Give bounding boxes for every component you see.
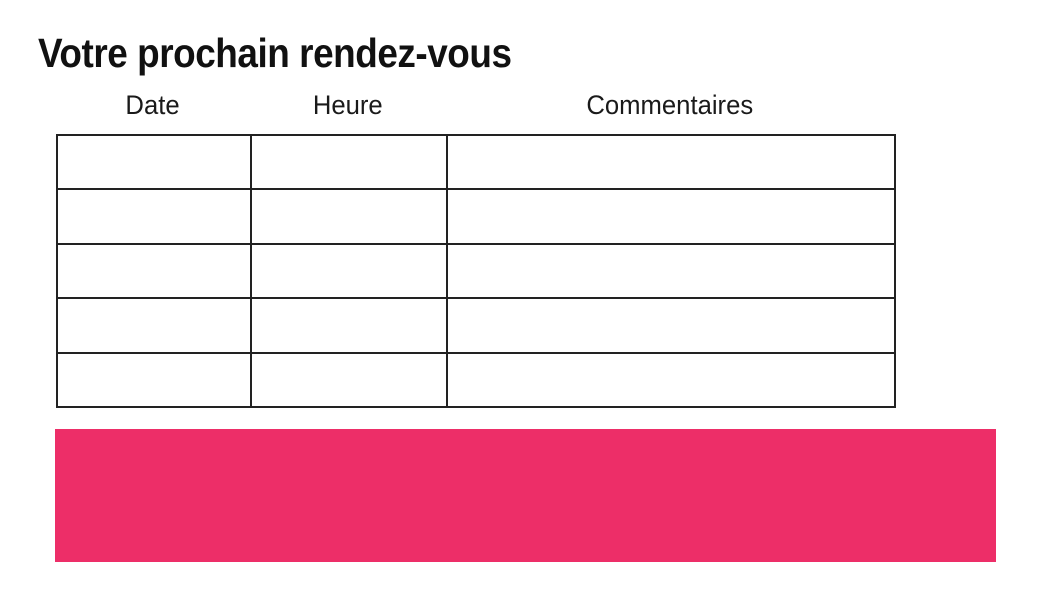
table-row bbox=[56, 188, 896, 245]
table-cell-empty bbox=[56, 133, 252, 191]
column-header-commentaires: Commentaires bbox=[446, 90, 894, 121]
table-header-row: Date Heure Commentaires bbox=[56, 90, 894, 121]
table-cell-empty bbox=[446, 242, 896, 300]
table-cell-empty bbox=[250, 133, 448, 191]
table-cell-empty bbox=[446, 297, 896, 354]
column-header-date-label: Date bbox=[125, 90, 181, 120]
table-cell-empty bbox=[446, 188, 896, 245]
table-cell-empty bbox=[250, 188, 448, 245]
page-title-text: Votre prochain rendez-vous bbox=[38, 30, 512, 76]
table-cell-empty bbox=[56, 297, 252, 354]
table-cell-empty bbox=[56, 188, 252, 245]
table-row bbox=[56, 133, 896, 191]
page-title: Votre prochain rendez-vous bbox=[38, 30, 564, 76]
table-cell-empty bbox=[250, 297, 448, 354]
appointments-table bbox=[56, 133, 896, 409]
table-row bbox=[56, 297, 896, 354]
table-row bbox=[56, 351, 896, 409]
pink-banner bbox=[55, 429, 996, 562]
column-header-date: Date bbox=[56, 90, 250, 121]
table-cell-empty bbox=[250, 242, 448, 300]
table-cell-empty bbox=[56, 351, 252, 409]
table-row bbox=[56, 242, 896, 300]
column-header-heure-label: Heure bbox=[313, 90, 383, 120]
table-cell-empty bbox=[446, 133, 896, 191]
table-cell-empty bbox=[446, 351, 896, 409]
column-header-heure: Heure bbox=[250, 90, 446, 121]
table-cell-empty bbox=[250, 351, 448, 409]
appointments-table-body bbox=[56, 133, 896, 409]
column-header-commentaires-label: Commentaires bbox=[586, 90, 754, 120]
table-cell-empty bbox=[56, 242, 252, 300]
